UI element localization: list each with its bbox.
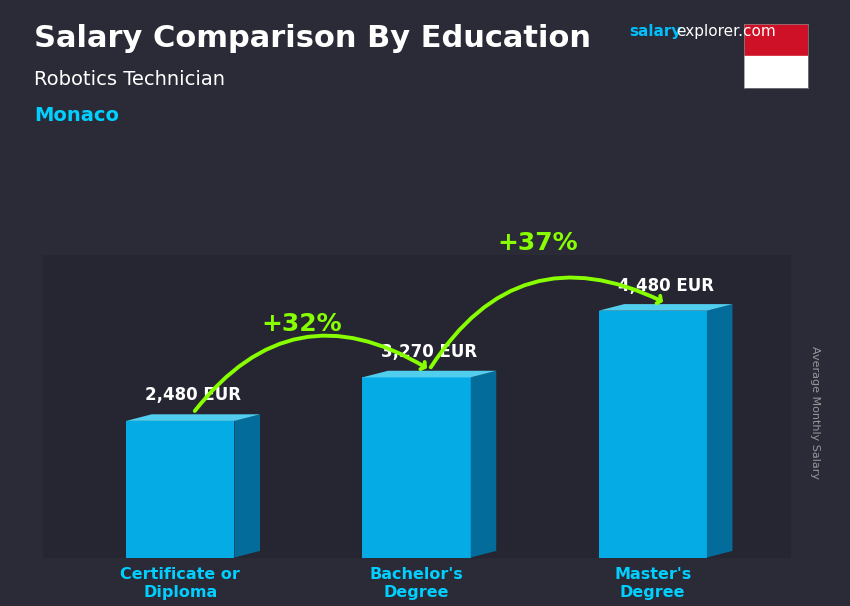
Text: 3,270 EUR: 3,270 EUR xyxy=(382,344,478,361)
Text: +37%: +37% xyxy=(497,231,578,255)
Bar xyxy=(744,56,808,88)
Text: Monaco: Monaco xyxy=(34,106,119,125)
Bar xyxy=(744,24,808,56)
Bar xyxy=(126,421,235,558)
Polygon shape xyxy=(235,415,260,558)
Polygon shape xyxy=(126,415,260,421)
Text: Salary Comparison By Education: Salary Comparison By Education xyxy=(34,24,591,53)
Polygon shape xyxy=(471,371,496,558)
Bar xyxy=(598,311,707,558)
Text: 2,480 EUR: 2,480 EUR xyxy=(145,387,241,404)
Bar xyxy=(362,378,471,558)
Text: Robotics Technician: Robotics Technician xyxy=(34,70,225,88)
Polygon shape xyxy=(707,304,733,558)
Text: +32%: +32% xyxy=(261,311,342,336)
Text: Average Monthly Salary: Average Monthly Salary xyxy=(810,345,820,479)
Polygon shape xyxy=(598,304,733,311)
Text: 4,480 EUR: 4,480 EUR xyxy=(617,278,713,295)
Polygon shape xyxy=(362,371,496,378)
Text: explorer.com: explorer.com xyxy=(676,24,775,39)
Text: salary: salary xyxy=(629,24,682,39)
